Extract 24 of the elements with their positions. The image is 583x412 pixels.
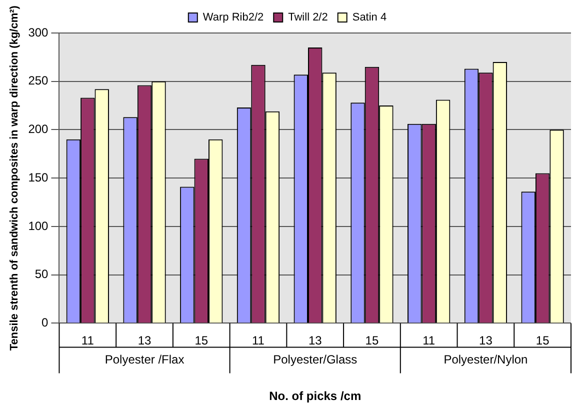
- x-tick-label: 11: [81, 334, 94, 348]
- legend-label: Warp Rib2/2: [202, 12, 264, 24]
- x-tick-label: 13: [479, 334, 493, 348]
- legend-label: Satin 4: [352, 12, 387, 24]
- x-tick-label: 13: [308, 334, 322, 348]
- y-tick-label: 150: [28, 170, 49, 184]
- x-tick-label: 13: [138, 334, 152, 348]
- y-tick-label: 250: [28, 74, 49, 88]
- x-tick-label: 15: [365, 334, 379, 348]
- x-axis-title: No. of picks /cm: [269, 389, 362, 404]
- y-tick-label: 100: [28, 218, 49, 233]
- text: Polyester /Flax: [104, 352, 184, 367]
- y-tick-label: 0: [42, 316, 49, 330]
- legend-label: Twill 2/2: [288, 12, 328, 24]
- y-tick-label: 300: [28, 25, 49, 40]
- x-tick-label: 11: [422, 334, 436, 348]
- text: Polyester/Nylon: [444, 352, 528, 367]
- x-tick-label: 15: [194, 334, 208, 348]
- x-tick-label: 15: [536, 334, 550, 348]
- y-tick-label: 200: [28, 122, 49, 136]
- x-tick-label: 11: [252, 334, 265, 348]
- text: Polyester/Glass: [273, 352, 358, 367]
- y-axis-title: Tensile strenth of sandwich composites in warp direction (kg/cm²): [8, 5, 21, 351]
- y-tick-label: 50: [34, 267, 49, 282]
